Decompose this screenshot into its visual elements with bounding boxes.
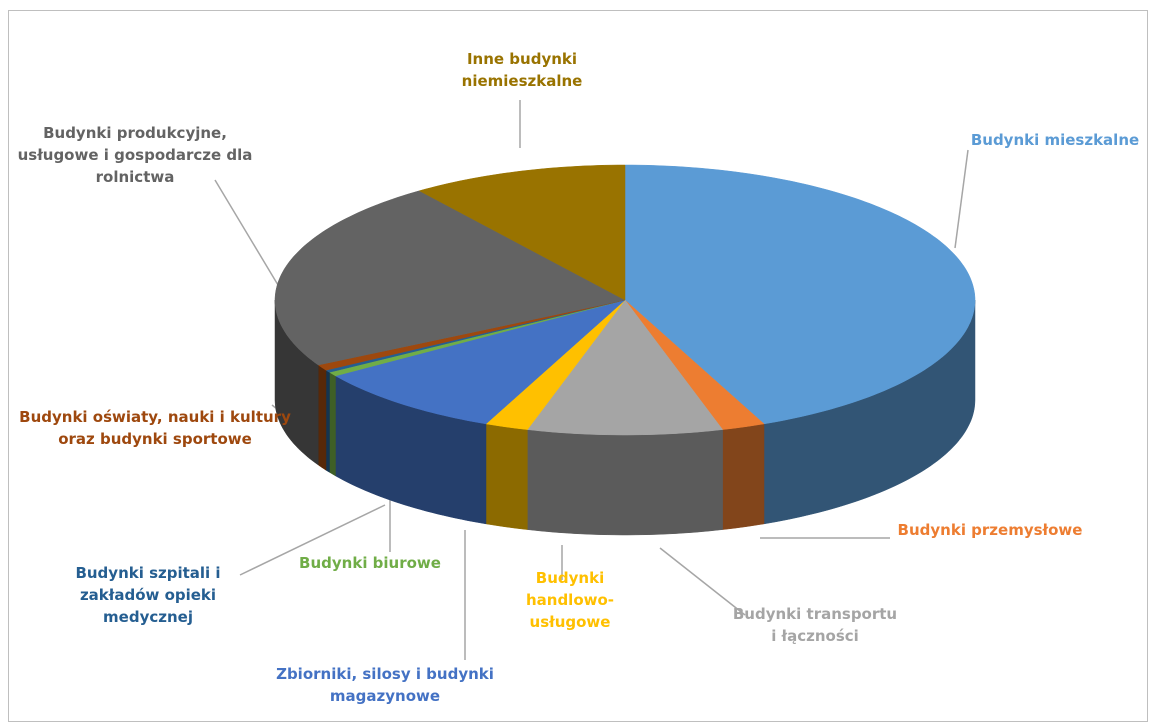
data-label: Budynki oświaty, nauki i kultury oraz bu… [19, 408, 291, 448]
slice-side [527, 429, 723, 536]
data-label: Budynki transportu i łączności [732, 605, 898, 645]
data-label: Budynki mieszkalne [970, 131, 1140, 149]
data-label: Budynki produkcyjne, usługowe i gospodar… [17, 124, 253, 186]
slice-side [722, 423, 765, 530]
chart-frame [8, 10, 1148, 722]
leader-line [239, 504, 386, 576]
slice [274, 190, 626, 366]
slice [624, 299, 765, 430]
slice [485, 299, 626, 430]
data-label: Budynki handlowo-usługowe [525, 569, 615, 631]
slice-side [318, 364, 327, 471]
leader-line [214, 179, 279, 286]
leader-line [659, 547, 746, 616]
slice-side [329, 371, 336, 477]
slice [334, 299, 626, 425]
data-label: Budynki szpitali i zakładów opieki medyc… [75, 564, 221, 626]
data-label: Budynki przemysłowe [897, 521, 1083, 539]
slice [526, 299, 724, 436]
slice-side [485, 423, 528, 530]
slice [418, 164, 626, 301]
data-label: Zbiorniki, silosy i budynki magazynowe [276, 665, 494, 705]
slice-side [325, 369, 330, 473]
data-label: Inne budynki niemieszkalne [461, 50, 583, 90]
slice [624, 164, 976, 425]
data-label: Budynki biurowe [299, 554, 441, 572]
leader-line [954, 149, 969, 249]
